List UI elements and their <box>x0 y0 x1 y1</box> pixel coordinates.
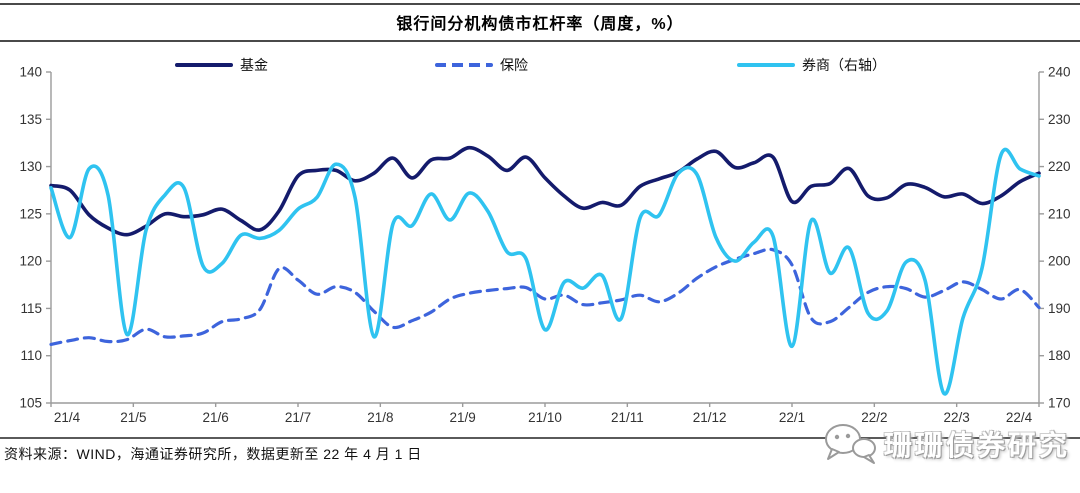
legend-label-insurance: 保险 <box>500 57 528 73</box>
left-axis-tick-label: 120 <box>19 254 42 269</box>
left-axis-tick-label: 115 <box>20 301 42 316</box>
left-axis-tick-label: 135 <box>19 112 42 127</box>
series-line-insurance <box>49 247 1041 346</box>
legend-label-broker: 券商（右轴） <box>802 57 886 73</box>
left-axis-tick-label: 125 <box>19 206 42 221</box>
left-axis-tick-label: 105 <box>19 396 42 411</box>
fund-line-swatch-icon <box>175 63 233 67</box>
chart-title: 银行间分机构债市杠杆率（周度，%） <box>396 16 684 33</box>
x-axis-tick-label: 21/12 <box>693 410 727 425</box>
right-axis-tick-label: 240 <box>1048 65 1071 80</box>
series-line-broker <box>49 147 1041 396</box>
right-axis-tick-label: 210 <box>1048 206 1071 221</box>
top-rule <box>0 3 1080 5</box>
x-axis-tick-label: 21/4 <box>54 410 81 425</box>
x-axis-tick-label: 21/7 <box>285 410 311 425</box>
x-axis-tick-label: 22/2 <box>861 410 887 425</box>
right-axis-tick-label: 180 <box>1048 348 1071 363</box>
x-axis-tick-label: 22/3 <box>944 410 970 425</box>
watermark: 珊珊债券研究 <box>822 421 1070 467</box>
x-axis-tick-label: 21/8 <box>367 410 393 425</box>
left-axis-tick-label: 110 <box>20 348 42 363</box>
right-axis-tick-label: 230 <box>1048 112 1071 127</box>
legend-item-fund: 基金 <box>175 55 268 75</box>
source-note: 资料来源：WIND，海通证券研究所，数据更新至 22 年 4 月 1 日 <box>4 446 422 462</box>
left-axis-tick-label: 130 <box>19 159 42 174</box>
title-divider-rule <box>0 40 1080 42</box>
x-axis-tick-label: 22/1 <box>779 410 805 425</box>
series-line-fund <box>49 145 1041 237</box>
x-axis-tick-label: 21/6 <box>203 410 229 425</box>
x-axis-tick-label: 21/5 <box>120 410 146 425</box>
wechat-chat-bubbles-icon <box>825 424 876 464</box>
x-axis-tick-label: 21/10 <box>528 410 562 425</box>
right-axis-tick-label: 220 <box>1048 159 1071 174</box>
footer-rule <box>0 437 1080 439</box>
legend-item-insurance: 保险 <box>435 55 528 75</box>
legend-label-fund: 基金 <box>240 57 268 73</box>
right-axis-tick-label: 200 <box>1048 254 1071 269</box>
x-axis-tick-label: 21/9 <box>450 410 476 425</box>
insurance-dashed-swatch-icon <box>435 63 493 67</box>
right-axis-tick-label: 170 <box>1048 396 1071 411</box>
right-axis-tick-label: 190 <box>1048 301 1071 316</box>
x-axis-tick-label: 22/4 <box>1006 410 1033 425</box>
legend-item-broker: 券商（右轴） <box>737 55 886 75</box>
left-axis-tick-label: 140 <box>19 65 42 80</box>
x-axis-tick-label: 21/11 <box>611 410 644 425</box>
chart-legend: 基金 保险 券商（右轴） <box>0 55 1080 75</box>
watermark-text: 珊珊债券研究 <box>884 430 1071 461</box>
broker-line-swatch-icon <box>737 63 795 67</box>
